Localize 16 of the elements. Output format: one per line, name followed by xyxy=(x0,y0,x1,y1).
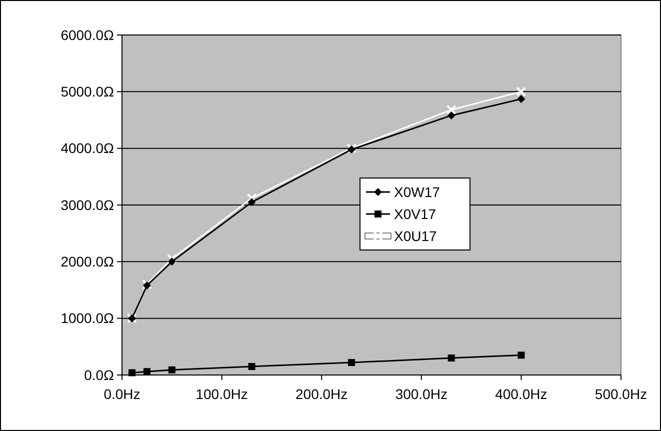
y-tick-label: 6000.0Ω xyxy=(60,26,114,43)
x-tick-label: 300.0Hz xyxy=(395,386,448,402)
legend-label: X0U17 xyxy=(394,228,438,244)
y-tick-label: 2000.0Ω xyxy=(60,254,114,270)
legend-label: X0W17 xyxy=(394,184,440,200)
x-tick-label: 100.0Hz xyxy=(196,386,248,402)
y-tick-label: 4000.0Ω xyxy=(60,140,114,156)
y-tick-label: 0.0Ω xyxy=(84,366,114,383)
x-tick-label: 500.0Hz xyxy=(594,386,648,402)
y-tick-label: 1000.0Ω xyxy=(60,310,114,326)
x-tick-label: 400.0Hz xyxy=(495,386,548,402)
legend-label: X0V17 xyxy=(394,206,436,222)
x-tick-label: 200.0Hz xyxy=(296,386,348,402)
x-tick-label: 0.0Hz xyxy=(104,386,140,402)
y-tick-label: 3000.0Ω xyxy=(60,196,114,213)
y-tick-label: 5000.0Ω xyxy=(60,84,114,100)
